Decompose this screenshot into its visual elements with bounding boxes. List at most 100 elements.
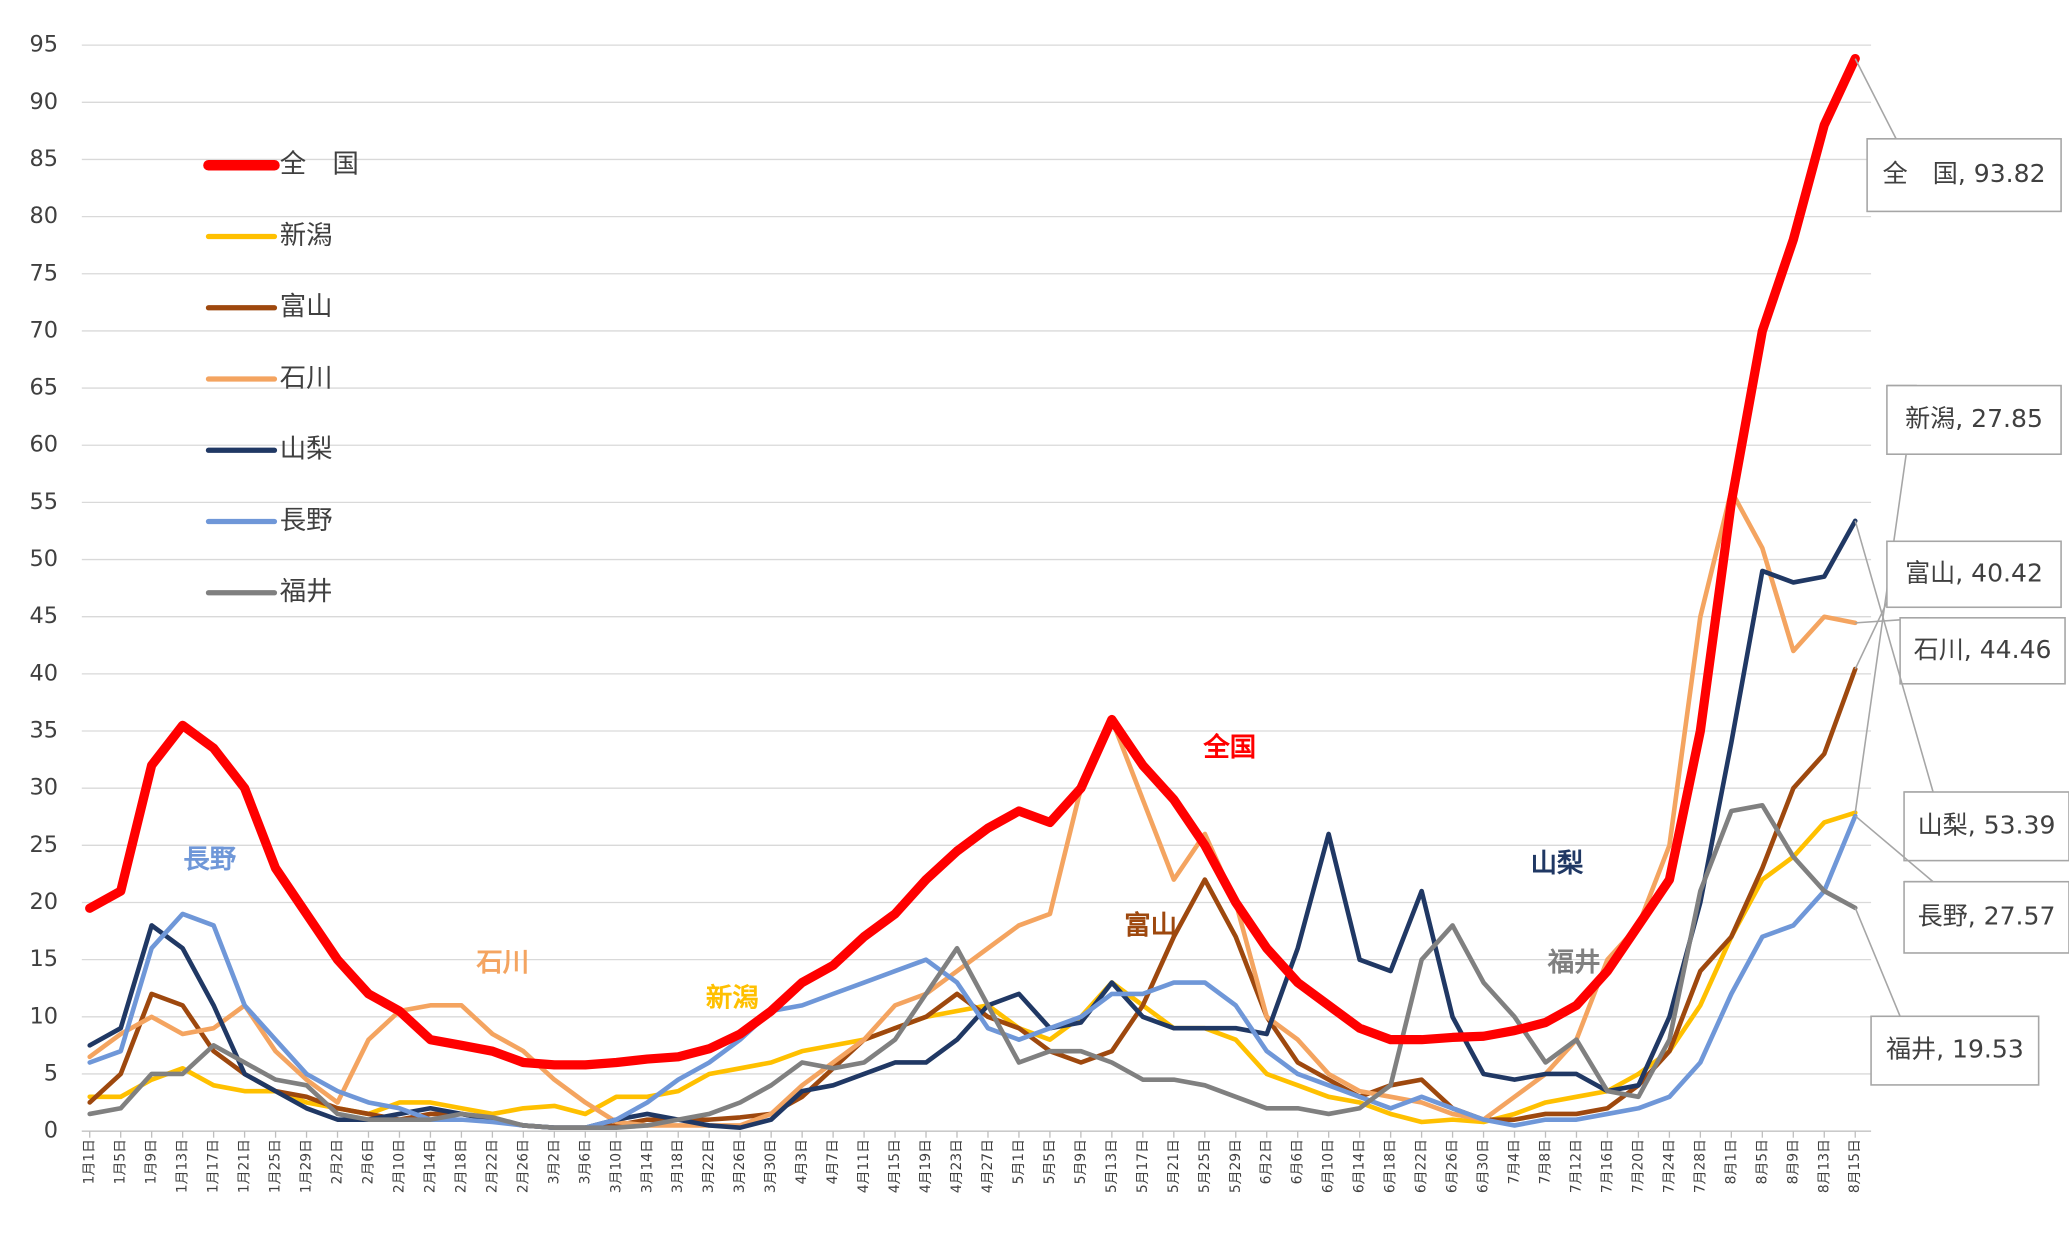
y-tick-label: 20 xyxy=(30,889,59,915)
y-tick-label: 50 xyxy=(30,546,59,572)
annotation: 山梨 xyxy=(1531,849,1584,879)
x-tick-label: 3月22日 xyxy=(701,1139,717,1193)
x-tick-label: 7月28日 xyxy=(1692,1139,1708,1193)
y-tick-label: 95 xyxy=(30,32,59,58)
annotation: 石川 xyxy=(475,948,529,978)
callout-box xyxy=(1866,138,2062,213)
x-tick-label: 8月1日 xyxy=(1723,1139,1739,1184)
x-tick-label: 6月2日 xyxy=(1259,1139,1275,1184)
callout-label: 新潟, 27.85 xyxy=(1905,404,2043,433)
callout-box xyxy=(1886,540,2062,609)
x-tick-label: 1月29日 xyxy=(299,1139,315,1193)
y-tick-label: 10 xyxy=(30,1003,59,1029)
series-line xyxy=(87,813,1858,1130)
series-line xyxy=(87,488,1858,1128)
x-tick-label: 2月26日 xyxy=(515,1139,531,1193)
x-tick-label: 6月10日 xyxy=(1321,1139,1337,1193)
x-tick-label: 7月24日 xyxy=(1661,1139,1677,1193)
x-tick-label: 3月18日 xyxy=(670,1139,686,1193)
callout-box xyxy=(1886,384,2062,455)
x-tick-label: 3月26日 xyxy=(732,1139,748,1193)
x-tick-label: 6月18日 xyxy=(1383,1139,1399,1193)
x-tick-label: 4月3日 xyxy=(794,1139,810,1184)
x-tick-label: 2月14日 xyxy=(422,1139,438,1193)
series-line xyxy=(85,53,1860,1070)
series-line xyxy=(87,803,1858,1130)
x-tick-label: 6月22日 xyxy=(1414,1139,1430,1193)
x-tick-label: 5月1日 xyxy=(1011,1139,1027,1184)
x-tick-label: 6月6日 xyxy=(1290,1139,1306,1184)
x-tick-label: 2月10日 xyxy=(391,1139,407,1193)
x-tick-label: 4月19日 xyxy=(918,1139,934,1193)
x-tick-label: 7月4日 xyxy=(1507,1139,1523,1184)
callout-box xyxy=(1870,1015,2040,1086)
x-tick-label: 2月6日 xyxy=(360,1139,376,1184)
y-tick-label: 0 xyxy=(44,1118,58,1144)
legend-label: 新潟 xyxy=(280,221,333,251)
annotation: 福井 xyxy=(1547,948,1601,978)
x-tick-label: 3月30日 xyxy=(763,1139,779,1193)
x-tick-label: 4月15日 xyxy=(887,1139,903,1193)
y-tick-label: 5 xyxy=(44,1060,58,1086)
callout-label: 石川, 44.46 xyxy=(1914,635,2052,664)
legend-label: 富山 xyxy=(280,292,333,322)
y-tick-label: 35 xyxy=(30,718,59,744)
x-tick-label: 7月12日 xyxy=(1568,1139,1584,1193)
y-tick-label: 25 xyxy=(30,832,59,858)
y-tick-label: 70 xyxy=(30,317,59,343)
annotation: 長野 xyxy=(183,845,236,875)
x-tick-label: 3月2日 xyxy=(546,1139,562,1184)
x-tick-label: 5月9日 xyxy=(1073,1139,1089,1184)
x-tick-label: 4月11日 xyxy=(856,1139,872,1193)
x-tick-label: 1月21日 xyxy=(237,1139,253,1193)
legend-label: 全 国 xyxy=(280,150,359,180)
x-tick-label: 8月13日 xyxy=(1816,1139,1832,1193)
annotation: 新潟 xyxy=(706,983,759,1014)
x-tick-label: 4月27日 xyxy=(980,1139,996,1193)
x-tick-label: 8月5日 xyxy=(1754,1139,1770,1184)
x-tick-label: 5月21日 xyxy=(1166,1139,1182,1193)
x-tick-label: 1月1日 xyxy=(82,1139,98,1184)
x-tick-label: 2月2日 xyxy=(330,1139,346,1184)
x-tick-label: 3月10日 xyxy=(608,1139,624,1193)
y-tick-label: 65 xyxy=(30,375,59,401)
y-tick-label: 40 xyxy=(30,660,59,686)
x-tick-label: 4月7日 xyxy=(825,1139,841,1184)
callout-label: 福井, 19.53 xyxy=(1886,1035,2024,1064)
callout-box xyxy=(1899,617,2066,685)
annotation: 全国 xyxy=(1202,732,1256,763)
callout-box xyxy=(1903,791,2069,862)
x-tick-label: 5月29日 xyxy=(1228,1139,1244,1193)
callout-label: 長野, 27.57 xyxy=(1918,901,2056,930)
legend-label: 石川 xyxy=(280,363,333,393)
series-line xyxy=(87,518,1858,1130)
x-tick-label: 8月15日 xyxy=(1847,1139,1863,1193)
x-tick-label: 5月13日 xyxy=(1104,1139,1120,1193)
x-tick-label: 1月5日 xyxy=(113,1139,129,1184)
y-tick-label: 85 xyxy=(30,146,59,172)
y-tick-label: 60 xyxy=(30,432,59,458)
y-tick-label: 45 xyxy=(30,603,59,629)
x-tick-label: 5月25日 xyxy=(1197,1139,1213,1193)
x-tick-label: 8月9日 xyxy=(1785,1139,1801,1184)
callout-label: 山梨, 53.39 xyxy=(1918,810,2056,839)
y-tick-label: 15 xyxy=(30,946,59,972)
x-tick-label: 2月22日 xyxy=(484,1139,500,1193)
y-tick-label: 75 xyxy=(30,260,59,286)
callout-leader xyxy=(1854,58,1898,140)
y-tick-label: 30 xyxy=(30,775,59,801)
x-tick-label: 1月17日 xyxy=(206,1139,222,1193)
x-tick-label: 5月17日 xyxy=(1135,1139,1151,1193)
x-tick-label: 1月9日 xyxy=(144,1139,160,1184)
callout-label: 富山, 40.42 xyxy=(1905,558,2043,587)
x-tick-label: 7月8日 xyxy=(1537,1139,1553,1184)
x-tick-label: 1月25日 xyxy=(268,1139,284,1193)
y-tick-label: 55 xyxy=(30,489,59,515)
x-tick-label: 6月14日 xyxy=(1352,1139,1368,1193)
callout-box xyxy=(1903,880,2069,954)
x-tick-label: 7月20日 xyxy=(1630,1139,1646,1193)
annotation: 富山 xyxy=(1124,910,1177,941)
callout-leader xyxy=(1854,907,1902,1018)
